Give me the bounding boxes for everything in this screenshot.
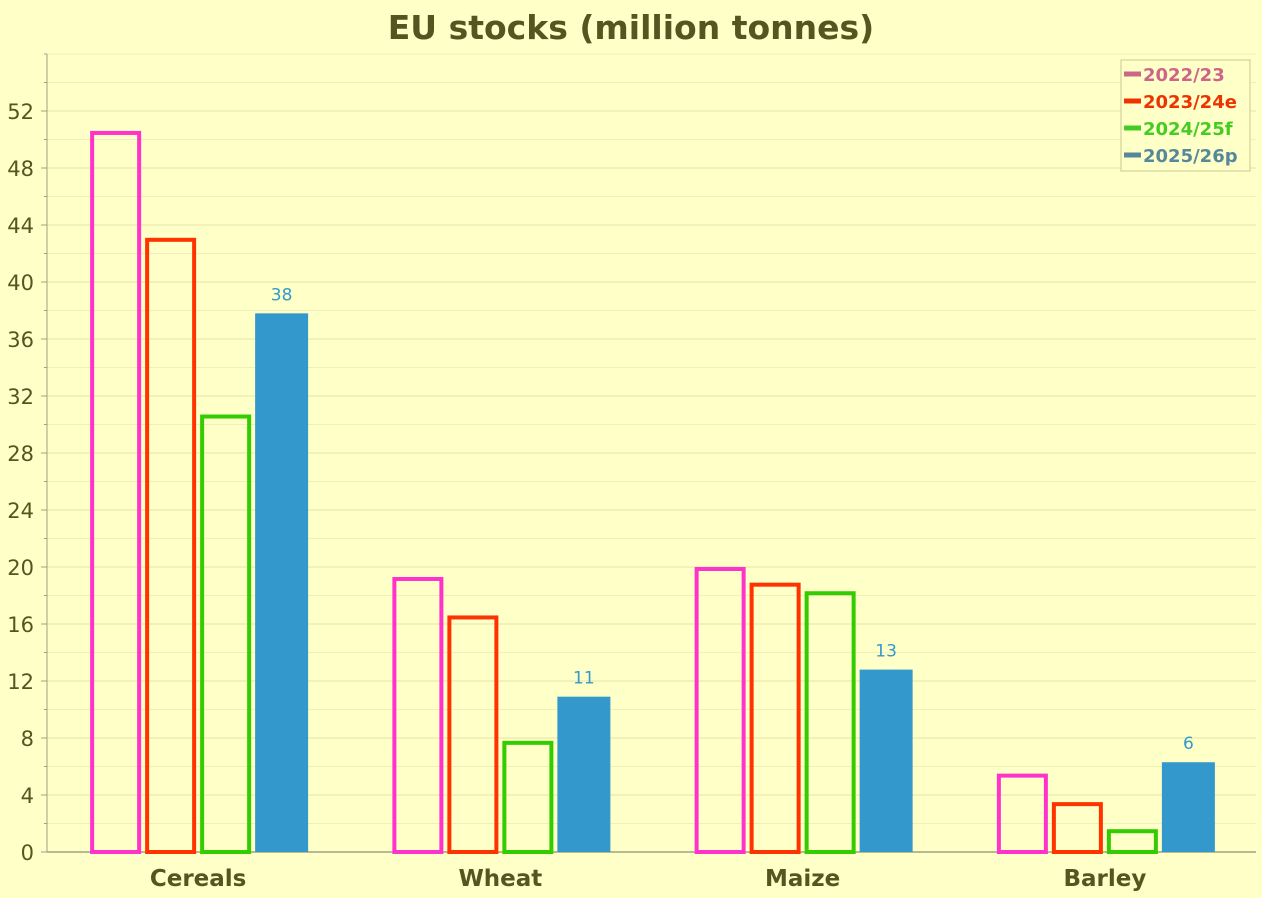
bar-cereals-2022-23 <box>90 130 142 854</box>
x-tick-label: Wheat <box>458 866 542 892</box>
y-tick-label: 48 <box>7 157 34 181</box>
legend: 2022/23 2023/24e 2024/25f 2025/26p <box>1120 59 1251 172</box>
bar-barley-2024-25f <box>1106 829 1158 855</box>
y-tick-label: 36 <box>7 328 34 352</box>
y-tick-label: 40 <box>7 271 34 295</box>
bar-wheat-2022-23 <box>392 576 444 854</box>
y-tick-label: 20 <box>7 556 34 580</box>
legend-label: 2024/25f <box>1143 119 1233 140</box>
y-tick-label: 32 <box>7 385 34 409</box>
y-tick-label: 0 <box>21 841 34 865</box>
x-tick-label: Maize <box>765 866 840 892</box>
y-tick-label: 44 <box>7 214 34 238</box>
data-label: 11 <box>573 669 595 689</box>
y-tick-label: 4 <box>21 784 34 808</box>
y-tick-label: 28 <box>7 442 34 466</box>
bar-maize-2023-24e <box>749 582 801 854</box>
bar-cereals-2025-26p <box>255 313 309 853</box>
bar-wheat-2023-24e <box>447 615 499 855</box>
y-tick-label: 12 <box>7 670 34 694</box>
legend-label: 2022/23 <box>1143 65 1225 86</box>
data-label: 6 <box>1183 734 1194 754</box>
bar-barley-2022-23 <box>996 773 1048 854</box>
bar-cereals-2024-25f <box>200 414 252 854</box>
legend-box <box>1120 59 1251 172</box>
bar-cereals-2023-24e <box>145 237 197 854</box>
chart-title: EU stocks (million tonnes) <box>388 8 874 47</box>
bar-barley-2023-24e <box>1051 802 1103 854</box>
x-tick-label: Cereals <box>150 866 247 892</box>
bar-maize-2024-25f <box>804 591 856 854</box>
bar-maize-2025-26p <box>859 669 913 852</box>
x-tick-label: Barley <box>1063 866 1146 892</box>
bar-wheat-2024-25f <box>502 740 554 854</box>
y-tick-label: 24 <box>7 499 34 523</box>
y-tick-label: 8 <box>21 727 34 751</box>
bar-maize-2022-23 <box>694 567 746 854</box>
legend-label: 2025/26p <box>1143 146 1238 167</box>
legend-label: 2023/24e <box>1143 92 1237 113</box>
y-tick-label: 16 <box>7 613 34 637</box>
bar-barley-2025-26p <box>1161 762 1215 852</box>
data-label: 13 <box>875 642 897 662</box>
bar-wheat-2025-26p <box>557 696 611 852</box>
data-label: 38 <box>271 285 293 305</box>
y-tick-label: 52 <box>7 100 34 124</box>
